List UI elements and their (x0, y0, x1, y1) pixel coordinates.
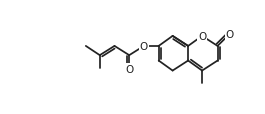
Text: O: O (125, 64, 133, 74)
Text: O: O (226, 29, 234, 39)
Text: O: O (198, 32, 206, 41)
Text: O: O (140, 41, 148, 51)
